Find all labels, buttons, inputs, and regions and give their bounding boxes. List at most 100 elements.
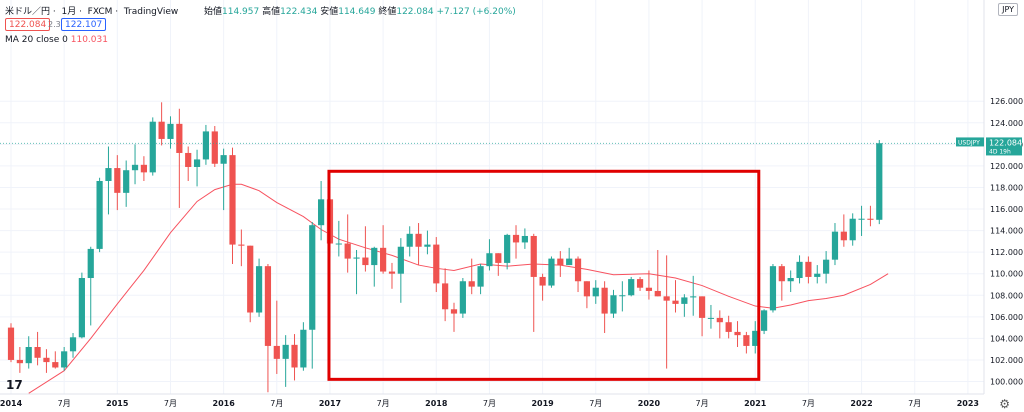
last-price-value: 122.084 xyxy=(989,138,1022,147)
change-value: +7.127 (+6.20%) xyxy=(436,7,516,17)
candle-body xyxy=(140,164,147,173)
candle-body xyxy=(849,218,856,241)
candle xyxy=(787,270,794,293)
candle xyxy=(468,258,475,295)
candle-body xyxy=(131,164,139,171)
price-tick-label: 102.000 xyxy=(990,356,1023,365)
candle-body xyxy=(69,337,77,352)
candle xyxy=(707,304,715,329)
high-label: 高値 xyxy=(262,7,281,17)
gear-icon[interactable]: ⚙ xyxy=(999,397,1010,411)
candle-body xyxy=(512,234,520,243)
candle-body xyxy=(362,257,369,266)
open-label: 始値 xyxy=(204,7,223,17)
candle xyxy=(805,256,812,284)
candle xyxy=(193,149,201,187)
time-tick-label: 2015 xyxy=(106,399,129,408)
candle xyxy=(450,302,458,332)
last-price-tag xyxy=(986,137,1022,156)
candle xyxy=(220,148,227,211)
candle xyxy=(495,253,502,276)
candle xyxy=(592,280,599,304)
candle-body xyxy=(87,248,94,279)
candle xyxy=(185,146,192,181)
price-tick-label: 110.000 xyxy=(990,270,1023,279)
candle xyxy=(61,347,68,371)
time-tick-label: 7月 xyxy=(483,399,496,408)
currency-selector[interactable]: JPY xyxy=(998,3,1018,16)
time-tick-label: 7月 xyxy=(696,399,709,408)
candle-body xyxy=(477,266,484,287)
candle xyxy=(362,226,369,272)
candles-group xyxy=(7,102,883,393)
candle-body xyxy=(34,347,41,358)
candle-body xyxy=(424,244,431,247)
candle xyxy=(690,275,697,316)
candle xyxy=(229,147,236,264)
candle xyxy=(371,246,378,287)
candle xyxy=(663,255,670,369)
sell-price-button[interactable]: 122.084 xyxy=(5,18,51,31)
candle-body xyxy=(654,290,661,297)
candle xyxy=(264,263,272,393)
candle-body xyxy=(380,247,387,272)
price-tick-label: 106.000 xyxy=(990,313,1023,322)
close-value: 122.084 xyxy=(396,7,434,17)
open-value: 114.957 xyxy=(222,7,260,17)
candle-body xyxy=(628,279,635,296)
chart-header: 米ドル／円 · 1月 · FXCM · TradingView 始値114.95… xyxy=(5,7,516,17)
candle-body xyxy=(734,331,741,336)
candle-body xyxy=(468,281,475,287)
candle xyxy=(335,220,342,257)
candle xyxy=(583,281,590,309)
symbol-name[interactable]: 米ドル／円 xyxy=(5,7,51,17)
candle xyxy=(25,336,32,369)
highlight-box xyxy=(327,169,761,381)
candle xyxy=(610,289,617,318)
candle-body xyxy=(752,330,759,346)
candle-body xyxy=(601,287,608,314)
highlight-box-group xyxy=(327,169,761,381)
candle-body xyxy=(309,225,316,330)
candle-body xyxy=(459,281,466,314)
candle xyxy=(131,144,139,185)
candle xyxy=(831,223,839,266)
candle-body xyxy=(78,278,85,338)
candle xyxy=(123,160,130,207)
candle xyxy=(415,223,422,266)
low-value: 114.649 xyxy=(338,7,376,17)
candle xyxy=(796,255,803,284)
time-tick-label: 7月 xyxy=(908,399,921,408)
candle-body xyxy=(442,283,449,310)
bar-countdown: 4D 19h xyxy=(989,148,1011,155)
candle-body xyxy=(158,121,165,139)
buy-price-button[interactable]: 122.107 xyxy=(61,18,107,31)
candle xyxy=(858,205,865,236)
candle xyxy=(43,349,50,373)
spread-value: 2.3 xyxy=(48,20,61,29)
time-tick-label: 2021 xyxy=(744,399,767,408)
candle-body xyxy=(371,247,378,266)
interval-label[interactable]: 1月 xyxy=(61,7,77,17)
candle xyxy=(504,233,511,270)
candle xyxy=(7,323,15,363)
candle-body xyxy=(123,170,130,193)
candle-body xyxy=(805,261,812,277)
candle-body xyxy=(636,279,644,288)
candle xyxy=(442,268,449,322)
candle xyxy=(353,249,360,295)
ma-indicator-legend[interactable]: MA 20 close 0 110.031 xyxy=(5,35,108,45)
time-tick-label: 7月 xyxy=(270,399,283,408)
candle xyxy=(548,256,555,288)
candle-body xyxy=(769,266,777,311)
candle-body xyxy=(761,310,768,331)
candle xyxy=(734,321,741,348)
candle-body xyxy=(796,261,803,279)
candle-body xyxy=(725,322,732,332)
price-tick-label: 108.000 xyxy=(990,291,1023,300)
candle-body xyxy=(388,271,396,274)
candle xyxy=(158,102,165,146)
candle xyxy=(814,265,821,284)
candle xyxy=(840,214,847,247)
